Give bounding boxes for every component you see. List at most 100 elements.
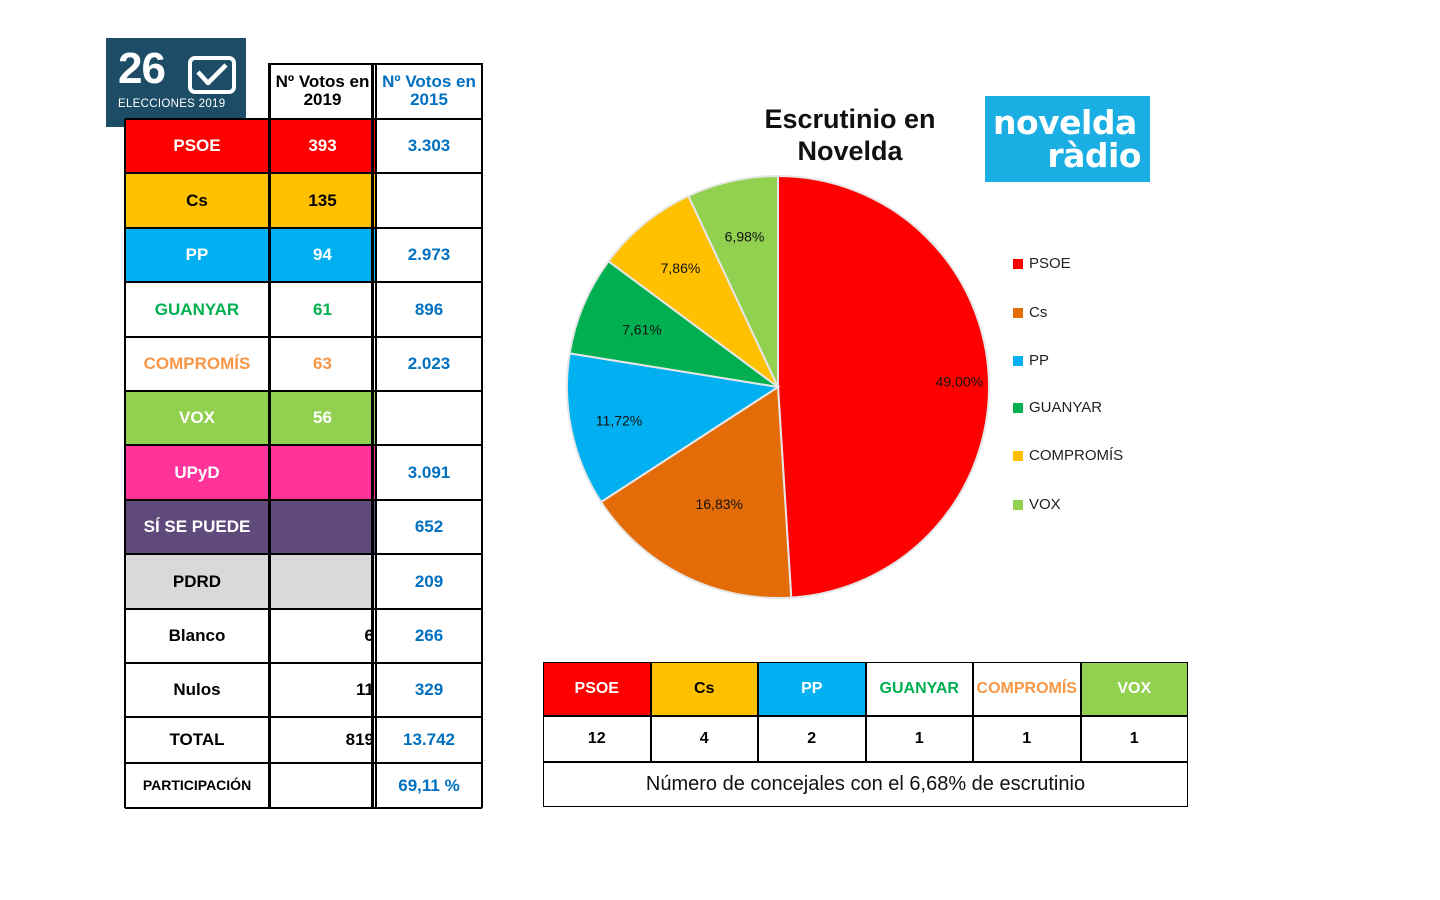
logo-number: 26 (118, 44, 166, 93)
seats-party-header: PP (758, 662, 866, 716)
party-name-cell: Cs (125, 173, 269, 228)
votes-2015-cell: 652 (376, 500, 482, 554)
party-name-cell: Nulos (125, 663, 269, 717)
votes-2015-cell: 896 (376, 282, 482, 337)
votes-2015-cell: 3.303 (376, 119, 482, 173)
grid-vline (481, 63, 483, 808)
legend-item: PSOE (1013, 255, 1071, 272)
grid-hline (125, 662, 482, 664)
votes-2019-cell (269, 554, 376, 609)
legend-swatch (1013, 307, 1023, 318)
votes-2019-cell: 94 (269, 228, 376, 282)
grid-hline (125, 172, 482, 174)
legend-swatch (1013, 402, 1023, 413)
pie-slice-psoe (777, 174, 990, 599)
pie-chart: 49,00% 16,83% 11,72% 7,61% 7,86% 6,98% (566, 174, 990, 599)
grid-hline (125, 762, 482, 764)
pie-data-label: 7,86% (661, 260, 701, 276)
seats-party-header: VOX (1080, 662, 1188, 716)
seats-party-header: Cs (650, 662, 758, 716)
pie-data-label: 6,98% (725, 229, 765, 245)
seats-count-cell: 1 (1080, 716, 1188, 762)
legend-swatch (1013, 258, 1023, 269)
grid-hline (125, 499, 482, 501)
pie-slice-cs (599, 385, 793, 599)
party-name-cell: SÍ SE PUEDE (125, 500, 269, 554)
votes-2019-cell (269, 763, 376, 808)
seats-caption: Número de concejales con el 6,68% de esc… (543, 762, 1188, 807)
votes-2019-cell: 819 (269, 717, 376, 763)
legend-item: PP (1013, 352, 1049, 369)
pie-slice-guanyar (568, 259, 779, 388)
elections-2019-logo: 26 ELECCIONES 2019 (106, 38, 246, 127)
votes-2015-cell: 266 (376, 609, 482, 663)
votes-2019-cell: 61 (269, 282, 376, 337)
legend-item: VOX (1013, 496, 1061, 513)
legend-label: PSOE (1029, 255, 1071, 272)
votes-2015-cell: 69,11 % (376, 763, 482, 808)
legend-label: VOX (1029, 496, 1061, 513)
logo-subtitle: ELECCIONES 2019 (118, 98, 226, 110)
grid-hline (125, 807, 482, 809)
party-name-cell: PARTICIPACIÓN (125, 763, 269, 808)
votes-2019-cell: 393 (269, 119, 376, 173)
votes-2015-cell (376, 391, 482, 445)
grid-hline (125, 444, 482, 446)
party-name-cell: GUANYAR (125, 282, 269, 337)
pie-slice-compromís (607, 194, 779, 388)
seats-party-header: GUANYAR (865, 662, 973, 716)
votes-2015-cell (376, 173, 482, 228)
grid-vline (371, 63, 374, 808)
seats-count-cell: 1 (973, 716, 1081, 762)
pie-slice-vox (687, 174, 779, 388)
grid-hline (125, 336, 482, 338)
grid-hline (125, 716, 482, 718)
legend-label: Cs (1029, 304, 1048, 321)
votes-2015-cell: 2.973 (376, 228, 482, 282)
seats-party-header: COMPROMÍS (973, 662, 1081, 716)
header-votes-2015: Nº Votos en 2015 (382, 71, 476, 109)
pie-data-label: 7,61% (622, 322, 662, 338)
party-name-cell: UPyD (125, 445, 269, 500)
grid-hline (125, 390, 482, 392)
votes-2019-cell: 11 (269, 663, 376, 717)
votes-2015-cell: 209 (376, 554, 482, 609)
votes-2015-cell: 2.023 (376, 337, 482, 391)
header-votes-2019: Nº Votos en 2019 (275, 71, 370, 109)
pie-data-label: 16,83% (695, 496, 742, 512)
party-name-cell: PP (125, 228, 269, 282)
legend-label: GUANYAR (1029, 399, 1103, 416)
votes-2019-cell (269, 445, 376, 500)
party-name-cell: PDRD (125, 554, 269, 609)
party-name-cell: COMPROMÍS (125, 337, 269, 391)
legend-swatch (1013, 450, 1023, 461)
grid-vline (375, 63, 377, 808)
pie-data-label: 11,72% (596, 413, 642, 429)
grid-vline (124, 119, 126, 808)
novelda-radio-logo: novelda ràdio (985, 96, 1150, 182)
grid-hline (125, 118, 482, 120)
radio-logo-line2: ràdio (1047, 136, 1141, 175)
legend-label: COMPROMÍS (1029, 447, 1124, 464)
grid-hline (125, 227, 482, 229)
legend-label: PP (1029, 352, 1050, 369)
seats-count-cell: 12 (543, 716, 651, 762)
votes-2019-cell: 56 (269, 391, 376, 445)
chart-title: Escrutinio en Novelda (764, 104, 936, 166)
votes-2019-cell: 63 (269, 337, 376, 391)
grid-vline (268, 63, 271, 808)
envelope-check-icon (188, 56, 236, 100)
seats-count-cell: 2 (758, 716, 866, 762)
grid-hline (125, 281, 482, 283)
votes-2019-cell (269, 500, 376, 554)
legend-item: GUANYAR (1013, 399, 1102, 416)
grid-hline (125, 553, 482, 555)
party-name-cell: TOTAL (125, 717, 269, 763)
legend-swatch (1013, 355, 1023, 366)
votes-2015-cell: 3.091 (376, 445, 482, 500)
legend-item: Cs (1013, 304, 1047, 321)
seats-party-header: PSOE (543, 662, 651, 716)
votes-2019-cell: 135 (269, 173, 376, 228)
votes-2015-cell: 329 (376, 663, 482, 717)
pie-data-label: 49,00% (936, 373, 983, 389)
